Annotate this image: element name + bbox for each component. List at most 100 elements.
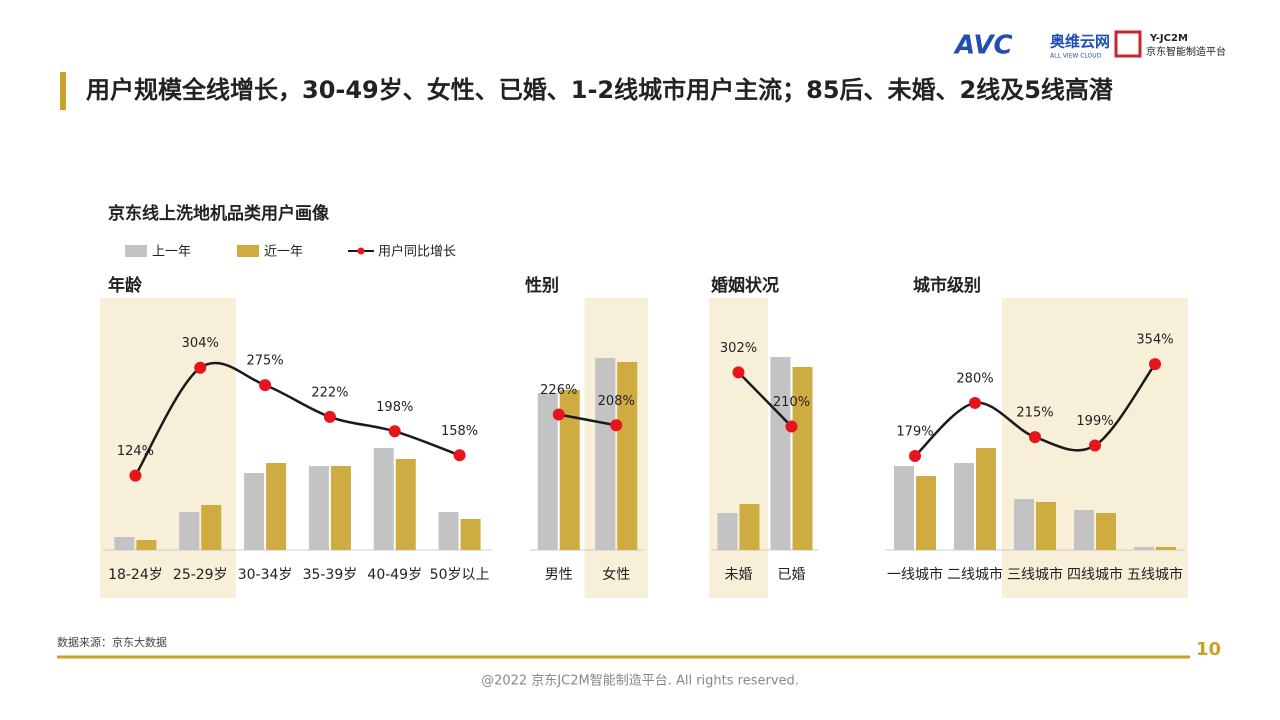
- bar: [1096, 513, 1116, 550]
- bar: [717, 513, 738, 550]
- bar: [916, 476, 936, 550]
- bar: [438, 512, 459, 550]
- title-accent: [60, 72, 66, 110]
- growth-label: 198%: [376, 400, 413, 415]
- category-label: 50岁以上: [430, 567, 490, 583]
- growth-marker: [1149, 358, 1161, 371]
- section-title: 京东线上洗地机品类用户画像: [108, 203, 330, 224]
- growth-marker: [259, 379, 272, 392]
- category-label: 18-24岁: [108, 567, 163, 583]
- growth-label: 354%: [1136, 333, 1173, 348]
- legend-label: 用户同比增长: [378, 244, 456, 260]
- legend-swatch: [125, 245, 147, 257]
- bar: [1014, 499, 1034, 550]
- growth-label: 158%: [441, 424, 478, 439]
- growth-marker: [388, 425, 401, 438]
- category-label: 已婚: [778, 567, 806, 583]
- growth-marker: [785, 420, 798, 433]
- bar: [792, 367, 813, 550]
- bar: [770, 357, 791, 550]
- highlight-band: [164, 298, 236, 598]
- growth-label: 222%: [311, 385, 348, 400]
- category-label: 25-29岁: [173, 567, 228, 583]
- growth-label: 302%: [720, 341, 757, 356]
- panel-title: 性别: [525, 275, 559, 296]
- category-label: 三线城市: [1007, 566, 1063, 583]
- bar: [954, 463, 974, 550]
- growth-marker: [129, 469, 142, 482]
- highlight-band: [1002, 298, 1068, 598]
- growth-label: 199%: [1076, 414, 1113, 429]
- bar: [617, 362, 638, 550]
- logo-avc-sub: ALL VIEW CLOUD: [1050, 53, 1102, 60]
- legend-label: 近一年: [264, 245, 303, 260]
- bar: [976, 448, 996, 550]
- bar: [244, 473, 265, 550]
- growth-label: 304%: [182, 336, 219, 351]
- bar: [308, 466, 329, 550]
- category-label: 五线城市: [1127, 566, 1183, 583]
- category-label: 未婚: [725, 567, 753, 583]
- category-label: 女性: [602, 566, 630, 583]
- growth-label: 215%: [1016, 406, 1053, 421]
- logo-jc: Y-JC2M: [1149, 33, 1188, 44]
- bar: [537, 393, 558, 550]
- bar: [460, 519, 481, 550]
- legend-marker: [357, 247, 365, 255]
- highlight-band: [100, 298, 171, 598]
- source: 数据来源：京东大数据: [57, 635, 167, 649]
- growth-marker: [323, 410, 336, 423]
- category-label: 男性: [545, 567, 573, 583]
- highlight-band: [1122, 298, 1188, 598]
- growth-marker: [1029, 431, 1041, 444]
- bar: [330, 466, 351, 550]
- copyright: @2022 京东JC2M智能制造平台. All rights reserved.: [481, 674, 799, 689]
- growth-marker: [552, 408, 565, 421]
- bar: [894, 466, 914, 550]
- bar: [739, 504, 760, 550]
- growth-marker: [453, 449, 466, 462]
- logo-jc-name: 京东智能制造平台: [1146, 45, 1226, 58]
- bar: [1074, 510, 1094, 550]
- logo-avc: AVC: [953, 31, 1013, 61]
- category-label: 30-34岁: [238, 567, 293, 583]
- category-label: 二线城市: [947, 566, 1003, 583]
- logo-jc-icon: [1114, 30, 1142, 58]
- bar: [114, 537, 135, 550]
- growth-label: 280%: [956, 371, 993, 386]
- logo-avc-name: 奥维云网: [1050, 33, 1110, 51]
- growth-marker: [909, 449, 921, 462]
- category-label: 四线城市: [1067, 566, 1123, 583]
- growth-label: 226%: [540, 383, 577, 398]
- growth-label: 275%: [246, 354, 283, 369]
- bar: [266, 463, 287, 550]
- growth-label: 179%: [896, 424, 933, 439]
- bar: [373, 448, 394, 550]
- growth-marker: [732, 366, 745, 379]
- bar: [595, 358, 616, 550]
- growth-marker: [610, 419, 623, 432]
- legend-label: 上一年: [152, 245, 191, 260]
- bar: [1156, 547, 1176, 550]
- panel-title: 城市级别: [913, 275, 981, 296]
- highlight-band: [584, 298, 648, 598]
- bar: [201, 505, 222, 550]
- bar: [1036, 502, 1056, 550]
- growth-label: 208%: [598, 394, 635, 409]
- category-label: 一线城市: [887, 566, 943, 583]
- growth-marker: [969, 396, 981, 409]
- bar: [179, 512, 200, 550]
- growth-marker: [194, 361, 207, 374]
- panel-title: 婚姻状况: [711, 275, 779, 296]
- bar: [1134, 547, 1154, 550]
- growth-marker: [1089, 439, 1101, 452]
- category-label: 35-39岁: [303, 567, 358, 583]
- bar: [136, 540, 157, 550]
- page-number: 10: [1196, 639, 1221, 660]
- page-title: 用户规模全线增长，30-49岁、女性、已婚、1-2线城市用户主流；85后、未婚、…: [86, 76, 1114, 104]
- category-label: 40-49岁: [367, 567, 422, 583]
- growth-label: 210%: [773, 395, 810, 410]
- legend-swatch: [237, 245, 259, 257]
